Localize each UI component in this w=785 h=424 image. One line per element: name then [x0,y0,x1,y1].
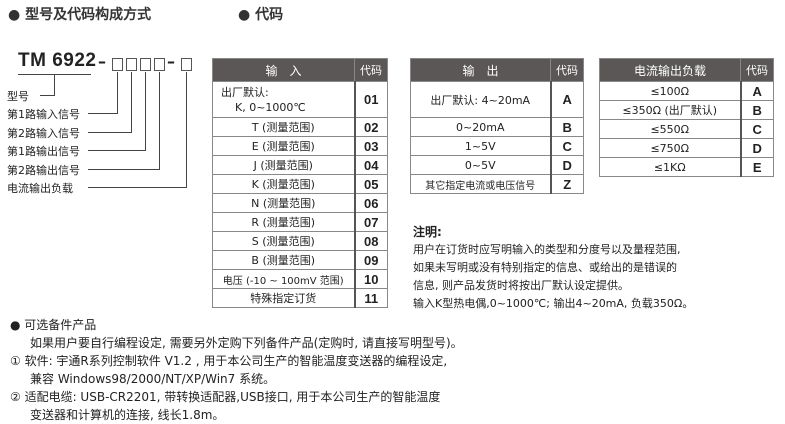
code-cell: C [549,136,584,156]
table-cell: ① 软件: 宇通R系列控制软件 V1.2 , 用于本公司生产的智能温度变送器的编… [10,354,448,368]
leader-line [88,132,132,133]
table-cell: ≤350Ω (出厂默认) [599,100,741,120]
code-box [112,58,123,71]
table-cell: 兼容 Windows98/2000/NT/XP/Win7 系统。 [30,372,276,386]
leader-line [40,95,55,96]
code-cell: B [739,100,774,120]
code-box [126,58,137,71]
accessories-title: ● 可选备件产品 [10,318,97,332]
code-cell: B [549,117,584,137]
table-cell: B (测量范围) [212,250,355,270]
label-model: 型号 [7,90,29,103]
table-cell: 出厂默认: 4~20mA [410,81,551,118]
code-cell: 代码 [550,58,584,82]
table-cell: ≤750Ω [599,138,741,158]
label-load: 电流输出负载 [7,182,73,195]
table-cell: 0~5V [410,155,551,175]
leader-line [145,72,146,151]
table-cell: N (测量范围) [212,193,355,213]
model-prefix: TM 6922 [18,50,97,71]
leader-line [88,169,160,170]
model-dash: – [98,52,106,71]
table-cell: 出厂默认: [221,85,269,99]
column-header: 输 入 [212,58,355,82]
leader-line [159,72,160,170]
code-cell: A [739,81,774,101]
table-cell: R (测量范围) [212,212,355,232]
code-box [154,58,165,71]
code-cell: E [739,157,774,177]
section-heading-codes: ● 代码 [238,7,284,23]
code-cell: 09 [353,250,388,270]
code-cell: 08 [353,231,388,251]
code-cell: 04 [353,155,388,175]
code-cell: 05 [353,174,388,194]
table-cell: 输入K型热电偶,0~1000℃; 输出4~20mA, 负载350Ω。 [413,297,694,310]
table-cell: ≤1KΩ [599,157,741,177]
table-cell: 变送器和计算机的连接, 线长1.8m。 [30,408,225,422]
code-cell: 代码 [740,58,774,82]
table-cell: T (测量范围) [212,117,355,137]
leader-line [117,72,118,114]
table-cell: 如果用户要自行编程设定, 需要另外定购下列备件产品(定购时, 请直接写明型号)。 [30,336,463,350]
code-cell: 10 [353,269,388,289]
label-input1: 第1路输入信号 [7,108,80,121]
input-table: 输 入代码 出厂默认: K, 0~1000℃ 01 T (测量范围) 02 E (测量… [212,58,388,308]
table-cell: J (测量范围) [212,155,355,175]
table-cell: ≤550Ω [599,119,741,139]
code-box [140,58,151,71]
table-cell: K, 0~1000℃ [235,100,306,114]
notes-title: 注明: [413,225,442,239]
code-cell: 07 [353,212,388,232]
table-cell: ≤100Ω [599,81,741,101]
table-cell: E (测量范围) [212,136,355,156]
output-table: 输 出代码 出厂默认: 4~20mA A 0~20mA B 1~5V C 0~5V D … [410,58,584,194]
code-cell: C [739,119,774,139]
code-cell: 01 [353,81,388,118]
leader-line [88,150,146,151]
table-cell: 如果未写明或没有特别指定的信息、或给出的是错误的 [413,261,677,274]
column-header: 代码 [354,58,388,82]
model-dash: – [167,52,175,71]
leader-line [54,74,55,96]
table-cell: ② 适配电缆: USB-CR2201, 带转换适配器,USB接口, 用于本公司生… [10,390,441,404]
leader-line [131,72,132,133]
leader-line [186,72,187,188]
table-cell: 输 出 [410,58,551,82]
section-heading-model: ● 型号及代码构成方式 [8,7,152,23]
code-cell: 06 [353,193,388,213]
table-cell: S (测量范围) [212,231,355,251]
label-output2: 第2路输出信号 [7,164,80,177]
code-cell: Z [549,174,584,194]
code-box [181,58,192,71]
code-cell: 02 [353,117,388,137]
table-cell: 特殊指定订货 [212,288,355,308]
code-cell: D [549,155,584,175]
code-cell: 03 [353,136,388,156]
table-cell: 1~5V [410,136,551,156]
table-cell: K (测量范围) [212,174,355,194]
table-cell: 信息, 则产品发货时将按出厂默认设定提供。 [413,279,629,292]
load-table: 电流输出负载 代码 ≤100Ω A ≤350Ω (出厂默认) B ≤550Ω C ≤75… [599,58,774,177]
table-cell: 电流输出负载 [599,58,741,82]
table-cell: 0~20mA [410,117,551,137]
leader-line [88,187,187,188]
table-cell: 出厂默认: K, 0~1000℃ [212,81,355,118]
table-cell: 其它指定电流或电压信号 [410,174,551,194]
table-cell: 电压 (-10 ~ 100mV 范围) [212,269,355,289]
notes: 注明: 用户在订货时应写明输入的类型和分度号以及量程范围, 如果未写明或没有特别指… [413,223,693,313]
accessories: ● 可选备件产品 如果用户要自行编程设定, 需要另外定购下列备件产品(定购时, … [10,316,463,424]
code-cell: D [739,138,774,158]
label-input2: 第2路输入信号 [7,127,80,140]
table-cell: 用户在订货时应写明输入的类型和分度号以及量程范围, [413,243,681,256]
code-cell: 11 [353,288,388,308]
code-cell: A [549,81,584,118]
leader-line [88,113,118,114]
label-output1: 第1路输出信号 [7,145,80,158]
